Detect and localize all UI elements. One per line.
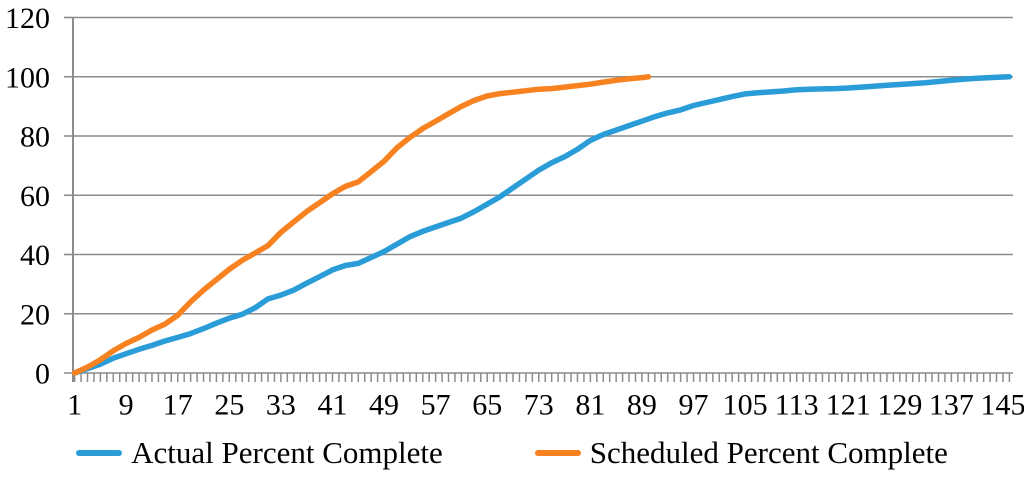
x-tick-label: 105 (723, 389, 768, 422)
x-tick-label: 25 (214, 389, 244, 422)
y-tick-label: 20 (20, 298, 50, 331)
x-tick-label: 121 (826, 389, 871, 422)
x-tick-label: 89 (627, 389, 657, 422)
x-tick-label: 137 (929, 389, 974, 422)
y-tick-label: 60 (20, 180, 50, 213)
x-tick-label: 145 (980, 389, 1024, 422)
x-tick-label: 129 (877, 389, 922, 422)
x-tick-label: 41 (317, 389, 347, 422)
y-tick-label: 100 (5, 61, 50, 94)
legend-label-actual: Actual Percent Complete (131, 435, 443, 470)
actual-series-swatch-icon (76, 450, 123, 456)
x-tick-label: 97 (679, 389, 709, 422)
y-tick-label: 120 (5, 2, 50, 35)
x-tick-label: 73 (524, 389, 554, 422)
y-tick-label: 0 (35, 358, 50, 391)
x-tick-label: 113 (775, 389, 819, 422)
legend-item-actual: Actual Percent Complete (76, 435, 443, 471)
x-tick-label: 49 (369, 389, 399, 422)
x-tick-label: 9 (119, 389, 134, 422)
y-tick-label: 80 (20, 121, 50, 154)
x-tick-label: 17 (163, 389, 193, 422)
chart-legend: Actual Percent Complete Scheduled Percen… (0, 435, 1024, 471)
x-tick-label: 65 (472, 389, 502, 422)
x-tick-label: 81 (575, 389, 605, 422)
legend-item-scheduled: Scheduled Percent Complete (534, 435, 948, 471)
scheduled-series-swatch-icon (534, 450, 581, 456)
y-tick-label: 40 (20, 239, 50, 272)
series-line-actual (71, 74, 1013, 376)
legend-label-scheduled: Scheduled Percent Complete (589, 435, 948, 470)
x-tick-label: 33 (266, 389, 296, 422)
x-tick-label: 57 (421, 389, 451, 422)
x-tick-label: 1 (67, 389, 82, 422)
series-line-scheduled (71, 74, 652, 376)
